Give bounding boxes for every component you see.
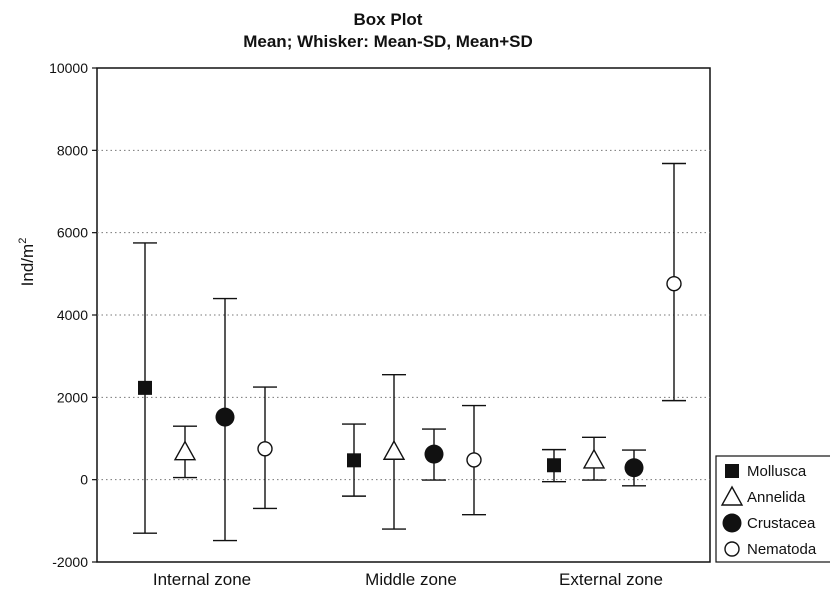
mean-marker (466, 452, 482, 468)
x-category-label: Middle zone (365, 570, 457, 589)
y-tick-label: 10000 (49, 60, 88, 76)
y-tick-label: 2000 (57, 389, 88, 405)
y-axis-ticks: -2000 0 2000 4000 6000 8000 10000 (49, 60, 97, 570)
x-axis-labels: Internal zone Middle zone External zone (153, 570, 663, 589)
y-tick-label: 8000 (57, 142, 88, 158)
mean-marker (666, 276, 682, 292)
series-mollusca (133, 242, 566, 534)
mean-marker (215, 407, 235, 427)
x-category-label: Internal zone (153, 570, 251, 589)
mean-marker (257, 441, 273, 457)
mean-marker (547, 458, 561, 473)
y-axis-label-sup: 2 (17, 238, 29, 244)
y-tick-label: 4000 (57, 307, 88, 323)
mean-marker (347, 453, 361, 468)
y-axis-label: Ind/m2 (17, 238, 37, 287)
legend-marker-annelida (720, 485, 744, 506)
series-nematoda (253, 162, 686, 516)
mean-marker (173, 440, 197, 461)
mean-marker (424, 444, 444, 464)
y-tick-label: -2000 (52, 554, 88, 570)
series-annelida (173, 373, 606, 530)
legend-label-crustacea: Crustacea (747, 515, 816, 532)
grid-lines (97, 149, 710, 481)
legend: Mollusca Annelida Crustacea Nematoda (715, 455, 830, 563)
mean-marker (138, 380, 152, 395)
mean-marker (382, 439, 406, 460)
legend-label-mollusca: Mollusca (747, 463, 807, 480)
y-tick-label: 6000 (57, 225, 88, 241)
legend-label-nematoda: Nematoda (747, 541, 817, 558)
mean-marker (582, 448, 606, 469)
legend-marker-crustacea (722, 513, 742, 533)
y-tick-label: 0 (80, 472, 88, 488)
chart-title: Box Plot (354, 10, 423, 29)
x-category-label: External zone (559, 570, 663, 589)
mean-marker (624, 458, 644, 478)
legend-marker-mollusca (725, 464, 739, 478)
chart-subtitle: Mean; Whisker: Mean-SD, Mean+SD (243, 32, 533, 51)
legend-marker-nematoda (724, 541, 740, 557)
legend-label-annelida: Annelida (747, 489, 806, 506)
series-crustacea (213, 297, 646, 542)
series-marks (133, 162, 686, 542)
y-axis-label-main: Ind/m (18, 244, 37, 287)
